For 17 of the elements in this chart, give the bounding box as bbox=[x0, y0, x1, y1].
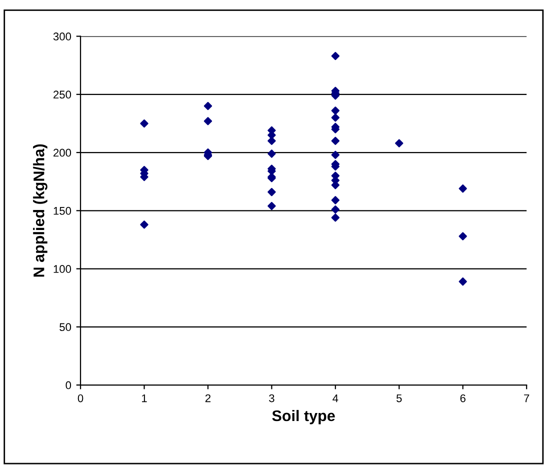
y-tick-label: 50 bbox=[60, 323, 72, 332]
y-tick-label: 250 bbox=[54, 90, 72, 99]
y-tick-label: 0 bbox=[66, 381, 72, 390]
y-tick-label: 300 bbox=[53, 32, 72, 40]
x-tick-label: 0 bbox=[78, 394, 84, 402]
y-axis-title: N applied (kgN/ha) bbox=[33, 144, 48, 277]
x-tick-label: 7 bbox=[524, 394, 530, 402]
x-tick-label: 3 bbox=[269, 394, 274, 402]
x-tick-label: 1 bbox=[142, 394, 147, 402]
x-tick-label: 5 bbox=[396, 394, 402, 402]
x-tick-label: 6 bbox=[460, 394, 466, 402]
y-tick-label: 200 bbox=[54, 148, 72, 157]
y-tick-label: 150 bbox=[54, 206, 72, 215]
x-tick-label: 2 bbox=[205, 394, 210, 402]
x-tick-label: 4 bbox=[332, 394, 338, 402]
x-axis-title: Soil type bbox=[272, 410, 335, 424]
y-tick-label: 100 bbox=[54, 265, 72, 273]
